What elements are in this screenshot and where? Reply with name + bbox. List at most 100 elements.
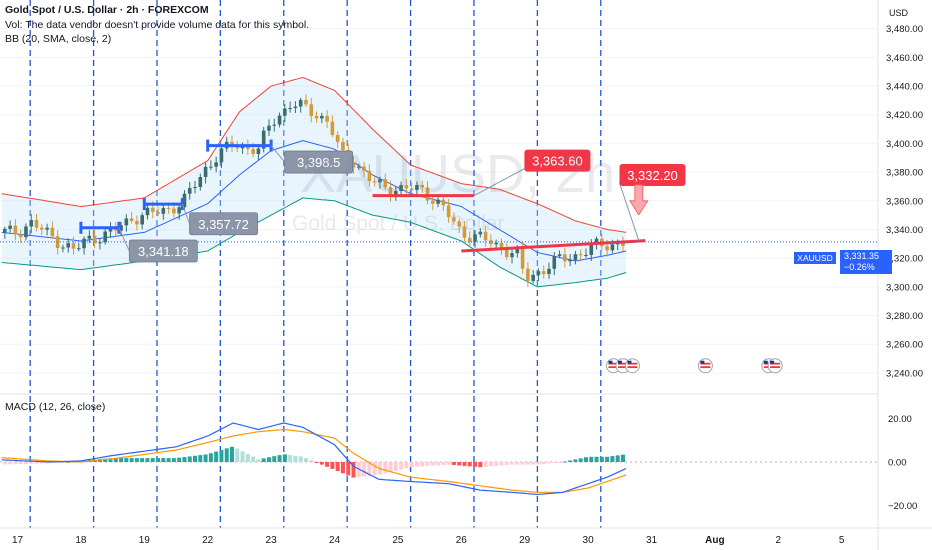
red-callout-box bbox=[524, 149, 591, 172]
candle-body bbox=[108, 228, 113, 232]
economic-events[interactable] bbox=[605, 358, 783, 374]
candle-body bbox=[478, 231, 483, 235]
candle-body bbox=[441, 199, 446, 206]
macd-histogram-bar bbox=[488, 462, 493, 467]
macd-legend[interactable]: MACD (12, 26, close) bbox=[5, 401, 106, 413]
macd-histogram-bar bbox=[499, 462, 504, 466]
macd-histogram-bar bbox=[219, 449, 224, 462]
macd-histogram-bar bbox=[399, 462, 404, 470]
macd-histogram-bar bbox=[620, 454, 625, 462]
candle-body bbox=[145, 207, 150, 216]
candle-body bbox=[420, 184, 425, 188]
candle-body bbox=[113, 228, 118, 231]
macd-histogram-bar bbox=[568, 460, 573, 462]
candle-body bbox=[494, 242, 498, 245]
macd-histogram-bar bbox=[536, 462, 541, 465]
macd-histogram-bar bbox=[420, 462, 425, 467]
candle-body bbox=[50, 227, 55, 237]
candle-body bbox=[425, 187, 430, 201]
currency-label[interactable]: USD bbox=[889, 8, 909, 18]
candle-body bbox=[246, 145, 250, 150]
candle-body bbox=[467, 237, 472, 242]
macd-histogram-bar bbox=[441, 462, 446, 465]
price-tick-label: 3,480.00 bbox=[886, 24, 923, 35]
candle-body bbox=[18, 234, 23, 238]
macd-histogram-bar bbox=[251, 456, 256, 462]
candle-body bbox=[399, 185, 403, 192]
red-callout-label: 3,332.20 bbox=[627, 168, 678, 183]
symbol-watermark: XAUUSD, 2h bbox=[300, 144, 616, 204]
macd-histogram-bar bbox=[8, 462, 13, 465]
bollinger-legend[interactable]: BB (20, SMA, close, 2) bbox=[5, 33, 112, 45]
callout-leader bbox=[270, 145, 286, 163]
macd-histogram-bar bbox=[288, 455, 293, 462]
candle-body bbox=[40, 227, 44, 230]
macd-histogram-bar bbox=[362, 462, 367, 477]
flag-stripe bbox=[627, 366, 638, 369]
macd-histogram-bar bbox=[531, 462, 536, 465]
candle-body bbox=[283, 108, 287, 116]
candle-body bbox=[261, 130, 266, 149]
candle-body bbox=[251, 149, 255, 154]
macd-histogram-bar bbox=[140, 458, 145, 462]
macd-histogram-bar bbox=[436, 462, 441, 466]
macd-histogram-bar bbox=[605, 456, 610, 462]
candle-body bbox=[552, 256, 557, 269]
flag-stripe bbox=[770, 366, 781, 369]
candle-body bbox=[82, 238, 86, 249]
candle-body bbox=[367, 170, 372, 182]
macd-histogram-bar bbox=[547, 462, 552, 464]
price-tick-label: 3,240.00 bbox=[886, 368, 923, 379]
macd-histogram-bar bbox=[446, 462, 451, 465]
macd-histogram-bar bbox=[467, 462, 472, 467]
candle-body bbox=[61, 247, 65, 249]
price-tick-label: 3,440.00 bbox=[886, 82, 923, 93]
candle-body bbox=[436, 199, 440, 204]
callout-leader bbox=[473, 168, 525, 197]
macd-histogram-bar bbox=[340, 462, 345, 474]
price-tick-label: 3,380.00 bbox=[886, 168, 923, 179]
time-tick-label: Aug bbox=[705, 535, 724, 546]
macd-histogram-bar bbox=[39, 462, 44, 464]
candle-body bbox=[293, 106, 298, 108]
down-arrow-icon bbox=[629, 184, 649, 216]
macd-histogram-bar bbox=[372, 462, 377, 476]
candle-body bbox=[393, 191, 398, 196]
macd-histogram-bar bbox=[451, 462, 456, 466]
candle-body bbox=[150, 207, 155, 212]
macd-histogram-bar bbox=[134, 458, 139, 462]
candle-body bbox=[177, 207, 181, 214]
macd-histogram-bar bbox=[161, 458, 166, 462]
macd-histogram-bar bbox=[235, 448, 240, 462]
price-tick-label: 3,460.00 bbox=[886, 53, 923, 64]
flag-stripe bbox=[770, 362, 781, 365]
time-tick-label: 26 bbox=[456, 535, 468, 546]
macd-histogram-bar bbox=[457, 462, 462, 466]
chart-title[interactable]: Gold Spot / U.S. Dollar · 2h · FOREXCOM bbox=[5, 4, 209, 16]
price-tick-label: 3,340.00 bbox=[886, 225, 923, 236]
macd-histogram-bar bbox=[198, 455, 203, 462]
callout-leader bbox=[118, 227, 130, 252]
macd-histogram-bar bbox=[351, 462, 356, 478]
macd-histogram-bar bbox=[293, 455, 298, 462]
grey-callout-label: 3,398.5 bbox=[297, 155, 340, 170]
candle-body bbox=[526, 268, 530, 281]
callout-leader bbox=[619, 182, 640, 241]
candle-body bbox=[578, 254, 583, 256]
macd-histogram-bar bbox=[245, 453, 250, 462]
candle-body bbox=[119, 225, 123, 231]
macd-histogram-bar bbox=[515, 462, 520, 465]
flag-stripe bbox=[700, 362, 711, 365]
macd-tick-label: −20.00 bbox=[888, 501, 917, 512]
flag-canton bbox=[763, 360, 768, 364]
time-tick-label: 5 bbox=[839, 535, 845, 546]
name-watermark: Gold Spot / U.S. Dollar bbox=[292, 212, 505, 235]
grey-callout-label: 3,341.18 bbox=[138, 244, 189, 259]
macd-histogram-bar bbox=[171, 458, 176, 462]
macd-histogram-bar bbox=[261, 458, 266, 462]
macd-histogram-bar bbox=[594, 456, 599, 462]
candle-body bbox=[547, 268, 551, 274]
time-tick-label: 23 bbox=[266, 535, 278, 546]
